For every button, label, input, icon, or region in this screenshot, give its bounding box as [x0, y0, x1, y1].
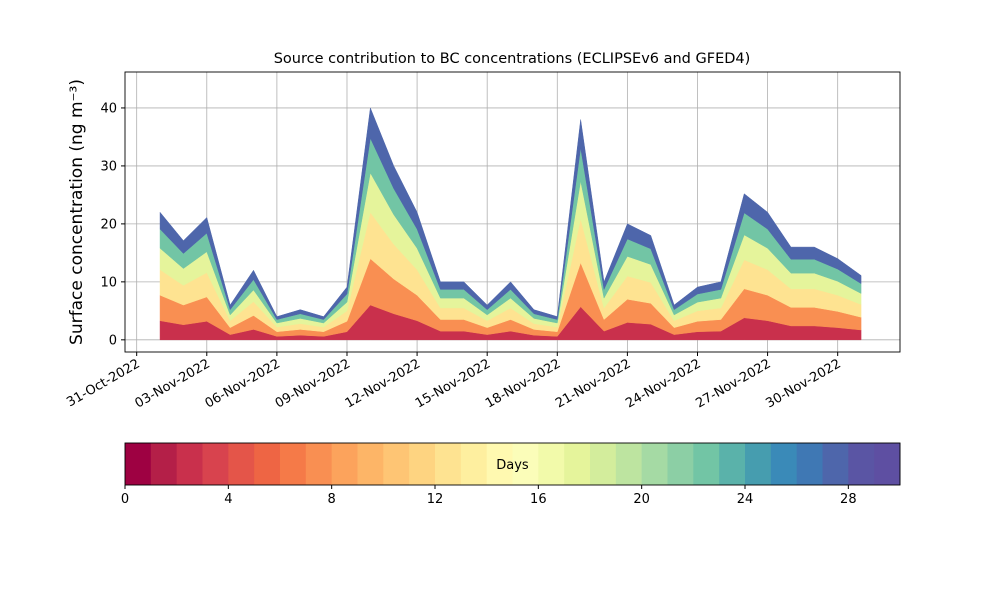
colorbar-tick-label: 12: [427, 492, 444, 507]
x-tick-label: 21-Nov-2022: [553, 356, 633, 411]
colorbar-bin: [176, 443, 203, 485]
colorbar-bin: [331, 443, 358, 485]
colorbar-tick-label: 4: [224, 492, 232, 507]
x-tick-label: 06-Nov-2022: [203, 356, 283, 411]
colorbar-bin: [486, 443, 513, 485]
colorbar-bin: [383, 443, 410, 485]
colorbar-bin: [512, 443, 539, 485]
area-layer: [159, 106, 862, 320]
colorbar-bin: [719, 443, 746, 485]
colorbar-bin: [564, 443, 591, 485]
y-axis-label: Surface concentration (ng m⁻³): [67, 79, 87, 345]
colorbar-bin: [280, 443, 307, 485]
colorbar-bin: [125, 443, 152, 485]
chart-title: Source contribution to BC concentrations…: [274, 51, 751, 67]
colorbar-tick-label: 16: [530, 492, 547, 507]
x-tick-label: 09-Nov-2022: [273, 356, 353, 411]
y-tick-label: 10: [100, 275, 117, 290]
x-tick-label: 30-Nov-2022: [763, 356, 843, 411]
colorbar-bin: [460, 443, 488, 485]
colorbar-tick-label: 20: [633, 492, 650, 507]
colorbar-bin: [150, 443, 178, 485]
x-tick-label: 03-Nov-2022: [133, 356, 213, 411]
y-tick-label: 30: [100, 159, 117, 174]
colorbar-bin: [254, 443, 281, 485]
colorbar-tick-label: 0: [121, 492, 129, 507]
colorbar-bin: [202, 443, 229, 485]
x-tick-label: 31-Oct-2022: [64, 356, 142, 410]
colorbar-bin: [590, 443, 617, 485]
colorbar-bin: [641, 443, 668, 485]
x-tick-label: 12-Nov-2022: [343, 356, 423, 411]
colorbar-bin: [848, 443, 875, 485]
x-tick-label: 27-Nov-2022: [693, 356, 773, 411]
colorbar-bin: [693, 443, 720, 485]
colorbar-tick-label: 8: [328, 492, 336, 507]
colorbar-tick-label: 24: [737, 492, 754, 507]
x-tick-label: 15-Nov-2022: [413, 356, 493, 411]
colorbar-bin: [409, 443, 436, 485]
colorbar-bin: [305, 443, 333, 485]
y-tick-label: 20: [100, 217, 117, 232]
colorbar-bin: [357, 443, 384, 485]
colorbar-bin: [615, 443, 643, 485]
colorbar-bin: [796, 443, 823, 485]
y-tick-label: 0: [109, 333, 117, 348]
colorbar-bin: [822, 443, 849, 485]
colorbar-bin: [745, 443, 772, 485]
colorbar-bin: [538, 443, 565, 485]
x-tick-label: 24-Nov-2022: [623, 356, 703, 411]
colorbar-label: Days: [496, 458, 529, 473]
colorbar-bin: [667, 443, 694, 485]
colorbar-bin: [228, 443, 255, 485]
colorbar-frame: [124, 442, 901, 486]
plot-frame: [124, 71, 901, 353]
colorbar-tick-label: 28: [840, 492, 857, 507]
y-tick-label: 40: [100, 101, 117, 116]
colorbar-bin: [770, 443, 798, 485]
colorbar-bin: [874, 443, 901, 485]
x-tick-label: 18-Nov-2022: [483, 356, 563, 411]
colorbar-bin: [435, 443, 462, 485]
